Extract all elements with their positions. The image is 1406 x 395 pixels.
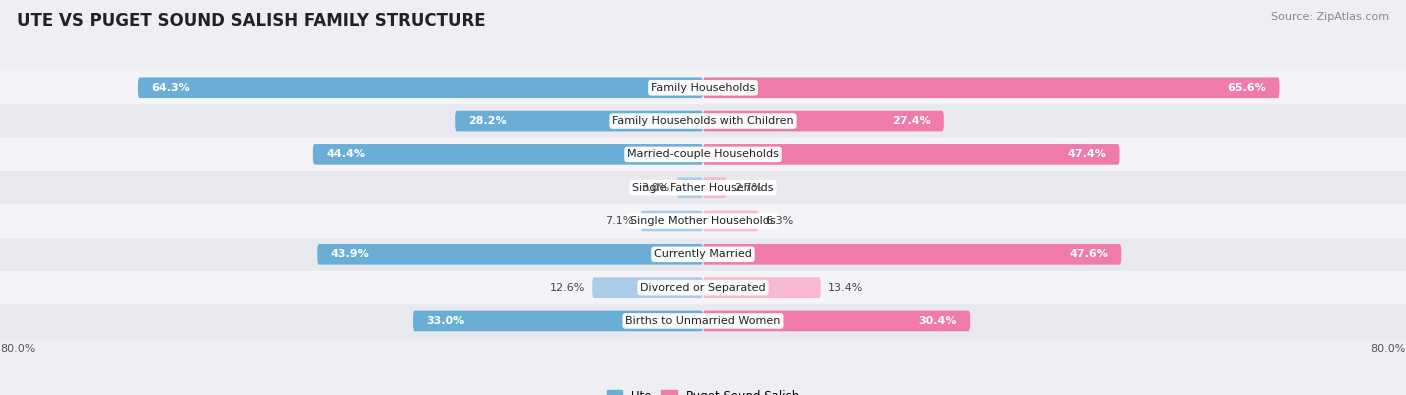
Text: Divorced or Separated: Divorced or Separated: [640, 283, 766, 293]
Text: Single Father Households: Single Father Households: [633, 183, 773, 193]
Text: 43.9%: 43.9%: [330, 249, 370, 260]
Text: 13.4%: 13.4%: [828, 283, 863, 293]
FancyBboxPatch shape: [318, 244, 703, 265]
FancyBboxPatch shape: [703, 211, 758, 231]
Text: 27.4%: 27.4%: [891, 116, 931, 126]
FancyBboxPatch shape: [641, 211, 703, 231]
Text: 30.4%: 30.4%: [918, 316, 957, 326]
FancyBboxPatch shape: [456, 111, 703, 132]
Bar: [0, 204, 1406, 238]
Bar: [0, 271, 1406, 304]
Text: Currently Married: Currently Married: [654, 249, 752, 260]
FancyBboxPatch shape: [676, 177, 703, 198]
Bar: [0, 304, 1406, 338]
Legend: Ute, Puget Sound Salish: Ute, Puget Sound Salish: [606, 389, 800, 395]
Text: 80.0%: 80.0%: [1371, 344, 1406, 354]
Text: 12.6%: 12.6%: [550, 283, 585, 293]
FancyBboxPatch shape: [592, 277, 703, 298]
Text: 7.1%: 7.1%: [605, 216, 634, 226]
Text: 64.3%: 64.3%: [152, 83, 190, 93]
Text: 65.6%: 65.6%: [1227, 83, 1267, 93]
Text: 80.0%: 80.0%: [0, 344, 35, 354]
FancyBboxPatch shape: [413, 310, 703, 331]
Text: Family Households: Family Households: [651, 83, 755, 93]
Text: 28.2%: 28.2%: [468, 116, 508, 126]
Text: 33.0%: 33.0%: [426, 316, 464, 326]
FancyBboxPatch shape: [703, 277, 821, 298]
FancyBboxPatch shape: [703, 111, 943, 132]
Text: Source: ZipAtlas.com: Source: ZipAtlas.com: [1271, 12, 1389, 22]
FancyBboxPatch shape: [703, 144, 1119, 165]
Text: Married-couple Households: Married-couple Households: [627, 149, 779, 160]
FancyBboxPatch shape: [314, 144, 703, 165]
Bar: [0, 138, 1406, 171]
Text: 2.7%: 2.7%: [734, 183, 762, 193]
Text: 44.4%: 44.4%: [326, 149, 366, 160]
Bar: [0, 71, 1406, 104]
Text: UTE VS PUGET SOUND SALISH FAMILY STRUCTURE: UTE VS PUGET SOUND SALISH FAMILY STRUCTU…: [17, 12, 485, 30]
Text: Single Mother Households: Single Mother Households: [630, 216, 776, 226]
Text: Births to Unmarried Women: Births to Unmarried Women: [626, 316, 780, 326]
Text: 47.6%: 47.6%: [1069, 249, 1108, 260]
Text: 6.3%: 6.3%: [765, 216, 793, 226]
Text: 47.4%: 47.4%: [1067, 149, 1107, 160]
FancyBboxPatch shape: [138, 77, 703, 98]
FancyBboxPatch shape: [703, 77, 1279, 98]
FancyBboxPatch shape: [703, 310, 970, 331]
Text: 3.0%: 3.0%: [641, 183, 669, 193]
Bar: [0, 238, 1406, 271]
Bar: [0, 104, 1406, 138]
Text: Family Households with Children: Family Households with Children: [612, 116, 794, 126]
FancyBboxPatch shape: [703, 177, 727, 198]
FancyBboxPatch shape: [703, 244, 1122, 265]
Bar: [0, 171, 1406, 204]
